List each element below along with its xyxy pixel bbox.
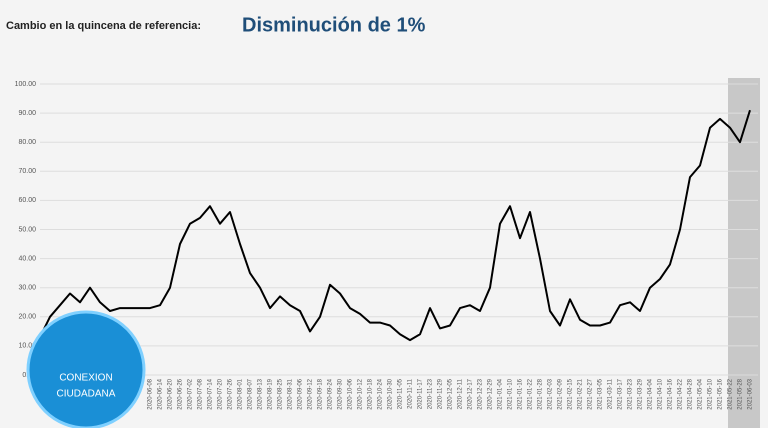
y-tick-label: 80.00 xyxy=(18,139,36,146)
y-tick-label: 40.00 xyxy=(18,255,36,262)
x-tick-label: 2021-02-27 xyxy=(588,378,594,409)
x-tick-label: 2020-12-05 xyxy=(448,378,454,409)
data-line xyxy=(39,109,751,342)
x-tick-label: 2021-03-11 xyxy=(608,378,614,409)
x-tick-label: 2020-08-31 xyxy=(288,378,294,409)
header-value: Disminución de 1% xyxy=(242,14,426,36)
x-tick-label: 2021-03-23 xyxy=(628,378,634,409)
x-tick-label: 2020-06-20 xyxy=(168,378,174,409)
header-label: Cambio en la quincena de referencia: xyxy=(6,20,201,32)
x-tick-label: 2021-06-03 xyxy=(748,378,754,409)
x-tick-label: 2020-09-12 xyxy=(308,378,314,409)
x-tick-label: 2020-10-12 xyxy=(358,378,364,409)
x-tick-label: 2021-03-05 xyxy=(598,378,604,409)
x-tick-label: 2021-05-28 xyxy=(738,378,744,409)
x-tick-label: 2020-07-08 xyxy=(198,378,204,409)
x-tick-label: 2020-06-08 xyxy=(148,378,154,409)
x-tick-label: 2021-04-22 xyxy=(678,378,684,409)
x-tick-label: 2021-04-10 xyxy=(658,378,664,409)
x-tick-label: 2021-01-22 xyxy=(528,378,534,409)
x-tick-label: 2021-05-10 xyxy=(708,378,714,409)
x-tick-label: 2020-07-02 xyxy=(188,378,194,409)
x-tick-label: 2021-04-16 xyxy=(668,378,674,409)
x-tick-label: 2020-11-23 xyxy=(428,378,434,409)
x-tick-label: 2021-02-09 xyxy=(558,378,564,409)
y-tick-label: 100.00 xyxy=(15,81,37,88)
x-tick-label: 2020-07-20 xyxy=(218,378,224,409)
x-tick-label: 2020-10-30 xyxy=(388,378,394,409)
x-tick-label: 2020-10-18 xyxy=(368,378,374,409)
y-tick-label: 60.00 xyxy=(18,197,36,204)
x-tick-label: 2020-07-26 xyxy=(228,378,234,409)
x-tick-label: 2021-03-29 xyxy=(638,378,644,409)
x-tick-label: 2021-02-21 xyxy=(578,378,584,409)
x-tick-label: 2021-04-28 xyxy=(688,378,694,409)
x-tick-label: 2021-01-28 xyxy=(538,378,544,409)
x-tick-label: 2020-08-25 xyxy=(278,378,284,409)
x-tick-label: 2020-08-13 xyxy=(258,378,264,409)
watermark-text: CIUDADANA xyxy=(57,389,116,400)
x-tick-label: 2020-11-11 xyxy=(408,378,414,408)
x-tick-label: 2021-05-04 xyxy=(698,378,704,409)
x-tick-label: 2020-08-07 xyxy=(248,378,254,409)
x-tick-label: 2020-09-18 xyxy=(318,378,324,409)
y-tick-label: 10.00 xyxy=(18,343,36,350)
x-tick-label: 2020-12-11 xyxy=(458,378,464,409)
x-tick-label: 2020-06-26 xyxy=(178,378,184,409)
watermark-circle xyxy=(26,310,146,428)
x-tick-label: 2020-11-05 xyxy=(398,378,404,409)
x-tick-label: 2020-08-19 xyxy=(268,378,274,409)
watermark: CONEXION CIUDADANA xyxy=(26,310,146,428)
x-tick-label: 2021-02-15 xyxy=(568,378,574,409)
x-tick-label: 2021-01-04 xyxy=(498,378,504,409)
x-tick-label: 2020-11-17 xyxy=(418,378,424,409)
x-tick-label: 2021-04-04 xyxy=(648,378,654,409)
x-tick-label: 2020-08-01 xyxy=(238,378,244,409)
y-tick-label: 50.00 xyxy=(18,226,36,233)
x-tick-label: 2021-05-22 xyxy=(728,378,734,409)
x-tick-label: 2021-02-03 xyxy=(548,378,554,409)
x-tick-label: 2020-12-17 xyxy=(468,378,474,409)
x-tick-label: 2020-06-14 xyxy=(158,378,164,409)
x-tick-label: 2021-05-16 xyxy=(718,378,724,409)
x-tick-label: 2020-09-06 xyxy=(298,378,304,409)
x-tick-label: 2021-01-16 xyxy=(518,378,524,409)
shaded-period xyxy=(728,78,760,428)
x-tick-label: 2021-01-10 xyxy=(508,378,514,409)
x-tick-label: 2020-07-14 xyxy=(208,378,214,409)
x-tick-label: 2020-12-23 xyxy=(478,378,484,409)
x-tick-label: 2020-10-06 xyxy=(348,378,354,409)
x-tick-label: 2020-12-29 xyxy=(488,378,494,409)
y-tick-label: 70.00 xyxy=(18,168,36,175)
x-tick-label: 2020-10-24 xyxy=(378,378,384,409)
x-tick-label: 2021-03-17 xyxy=(618,378,624,409)
y-tick-label: 90.00 xyxy=(18,110,36,117)
x-tick-label: 2020-09-24 xyxy=(328,378,334,409)
y-tick-label: 30.00 xyxy=(18,285,36,292)
watermark-text: CONEXION xyxy=(59,373,112,384)
x-tick-label: 2020-09-30 xyxy=(338,378,344,409)
x-tick-label: 2020-11-29 xyxy=(438,378,444,409)
y-tick-label: 20.00 xyxy=(18,314,36,321)
